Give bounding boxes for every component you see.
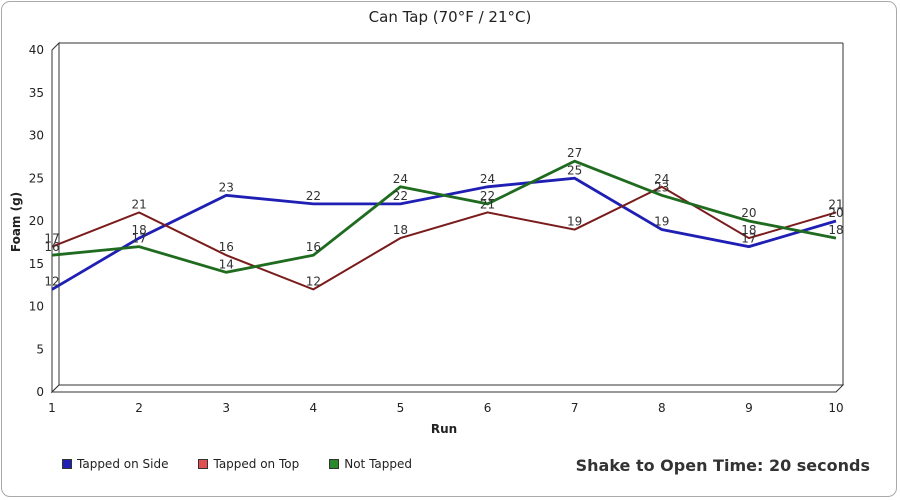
legend-swatch-tapped-on-side bbox=[62, 459, 72, 469]
y-tick-label: 30 bbox=[29, 129, 44, 143]
data-label: 24 bbox=[393, 172, 408, 186]
chart-title: Can Tap (70°F / 21°C) bbox=[368, 8, 532, 26]
x-tick-label: 3 bbox=[222, 401, 230, 415]
data-label: 21 bbox=[131, 197, 146, 211]
data-label: 22 bbox=[393, 189, 408, 203]
x-tick-label: 5 bbox=[397, 401, 405, 415]
data-label: 18 bbox=[393, 223, 408, 237]
x-tick-label: 10 bbox=[828, 401, 843, 415]
legend: Tapped on Side Tapped on Top Not Tapped bbox=[62, 457, 412, 471]
y-axis-title: Foam (g) bbox=[9, 192, 23, 252]
data-label: 25 bbox=[567, 163, 582, 177]
data-label: 24 bbox=[480, 172, 495, 186]
legend-swatch-not-tapped bbox=[329, 459, 340, 469]
legend-label: Not Tapped bbox=[344, 457, 413, 471]
data-label: 27 bbox=[567, 146, 582, 160]
data-label: 20 bbox=[828, 206, 843, 220]
data-label: 22 bbox=[306, 189, 321, 203]
y-tick-label: 15 bbox=[29, 257, 44, 271]
data-label: 14 bbox=[219, 257, 234, 271]
y-tick-label: 5 bbox=[36, 342, 44, 356]
data-label: 16 bbox=[219, 240, 234, 254]
series-line-not-tapped bbox=[51, 159, 837, 274]
data-label: 19 bbox=[654, 215, 669, 229]
y-tick-label: 20 bbox=[29, 214, 44, 228]
y-tick-label: 35 bbox=[29, 86, 44, 100]
y-axis-ticks: 0 5 10 15 20 25 30 35 40 bbox=[29, 43, 44, 399]
data-label: 22 bbox=[480, 189, 495, 203]
x-tick-label: 8 bbox=[658, 401, 666, 415]
legend-item-tapped-on-top: Tapped on Top bbox=[198, 457, 299, 471]
data-label: 17 bbox=[131, 232, 146, 246]
legend-item-not-tapped: Not Tapped bbox=[329, 457, 412, 471]
legend-swatch-tapped-on-top bbox=[198, 459, 209, 469]
data-label: 12 bbox=[306, 274, 321, 288]
x-tick-label: 9 bbox=[745, 401, 753, 415]
data-label: 23 bbox=[654, 180, 669, 194]
data-label: 20 bbox=[741, 206, 756, 220]
legend-label: Tapped on Side bbox=[77, 457, 169, 471]
y-tick-label: 10 bbox=[29, 300, 44, 314]
x-tick-label: 4 bbox=[310, 401, 318, 415]
footnote: Shake to Open Time: 20 seconds bbox=[575, 456, 870, 475]
series-line-tapped-on-top bbox=[51, 185, 837, 291]
data-label: 19 bbox=[567, 215, 582, 229]
data-label: 21 bbox=[480, 197, 495, 211]
series-lines bbox=[51, 159, 837, 291]
floor bbox=[50, 384, 845, 393]
legend-item-tapped-on-side: Tapped on Side bbox=[62, 457, 168, 471]
y-tick-label: 0 bbox=[36, 385, 44, 399]
x-tick-label: 7 bbox=[571, 401, 579, 415]
x-axis-ticks: 1 2 3 4 5 6 7 8 9 10 bbox=[48, 401, 843, 415]
data-label: 17 bbox=[44, 232, 59, 246]
x-axis-title: Run bbox=[431, 422, 457, 436]
data-label: 24 bbox=[654, 172, 669, 186]
y-tick-label: 25 bbox=[29, 171, 44, 185]
x-tick-label: 1 bbox=[48, 401, 56, 415]
data-label: 23 bbox=[219, 180, 234, 194]
data-label: 21 bbox=[828, 197, 843, 211]
data-label: 16 bbox=[44, 240, 59, 254]
data-labels: 12 18 23 22 22 24 25 19 17 20 17 21 16 12 18 21 19 24 18 21… bbox=[44, 146, 843, 288]
data-label: 18 bbox=[131, 223, 146, 237]
data-label: 18 bbox=[828, 223, 843, 237]
legend-label: Tapped on Top bbox=[213, 457, 300, 471]
x-tick-label: 2 bbox=[135, 401, 143, 415]
plot-area bbox=[50, 41, 845, 394]
data-label: 17 bbox=[741, 232, 756, 246]
data-label: 12 bbox=[44, 274, 59, 288]
data-label: 16 bbox=[306, 240, 321, 254]
y-tick-label: 40 bbox=[29, 43, 44, 57]
data-label: 18 bbox=[741, 223, 756, 237]
left-wall bbox=[51, 41, 60, 394]
x-tick-label: 6 bbox=[484, 401, 492, 415]
